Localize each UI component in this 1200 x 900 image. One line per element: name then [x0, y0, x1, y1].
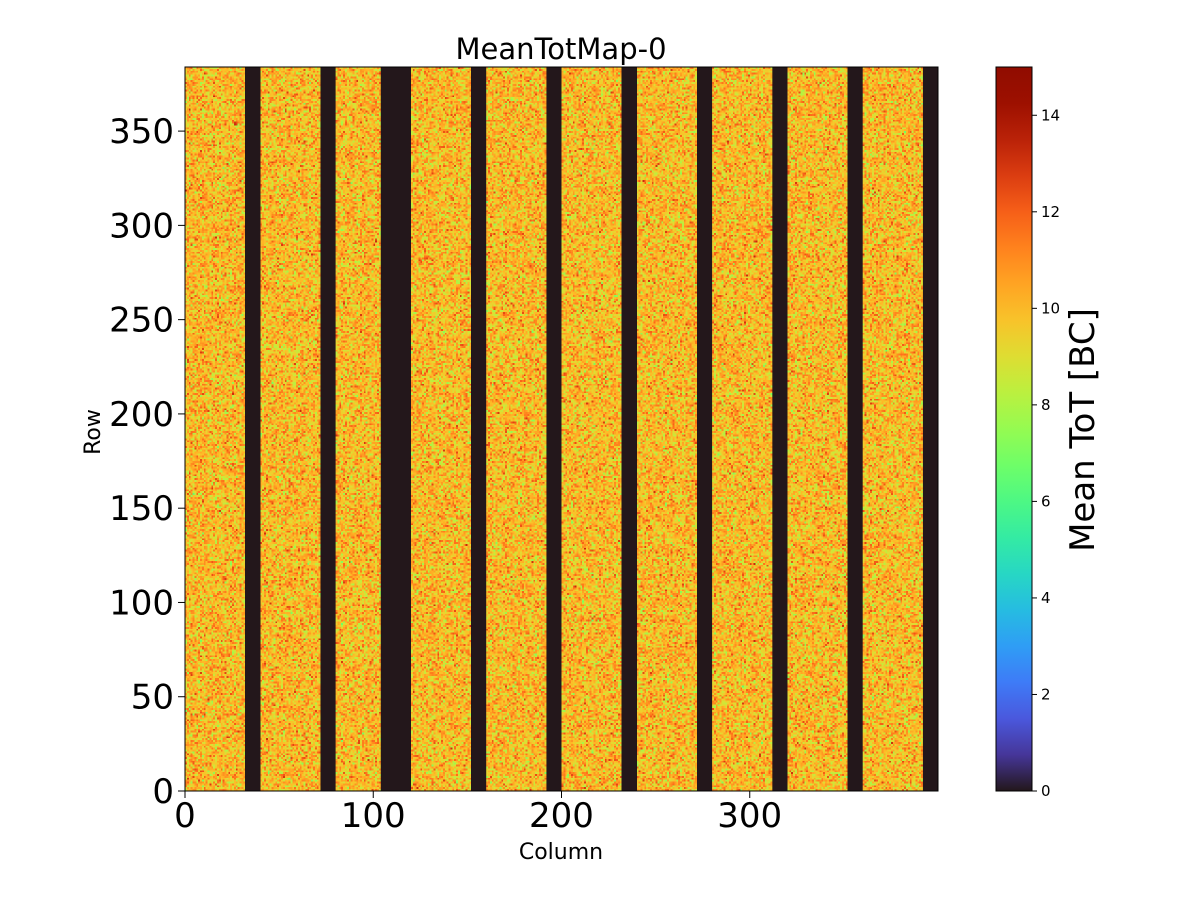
colorbar-tick-label: 6 — [1041, 492, 1051, 510]
y-tick-label: 0 — [152, 772, 174, 812]
colorbar-ticks: 0 2 4 6 8 10 12 14 — [1032, 106, 1060, 800]
zero-column-band-8 — [847, 67, 863, 791]
y-tick-label: 350 — [109, 112, 174, 152]
colorbar-frame — [995, 66, 1033, 792]
x-tick-label: 0 — [174, 796, 196, 836]
x-tick-label: 300 — [717, 796, 782, 836]
colorbar-tick-label: 14 — [1041, 106, 1060, 124]
colorbar: 0 2 4 6 8 10 12 14 Mean ToT [BC] — [995, 66, 1103, 800]
x-axis-label: Column — [519, 840, 603, 865]
colorbar-tick-label: 4 — [1041, 589, 1051, 607]
x-tick-label: 200 — [529, 796, 594, 836]
colorbar-label: Mean ToT [BC] — [1063, 308, 1103, 552]
zero-column-bands — [245, 67, 938, 791]
colorbar-tick-label: 12 — [1041, 203, 1060, 221]
zero-column-band-0 — [245, 67, 261, 791]
colorbar-tick-label: 0 — [1041, 782, 1051, 800]
x-tick-label: 100 — [341, 796, 406, 836]
zero-column-band-3 — [471, 67, 487, 791]
y-axis: 0 50 100 150 200 250 300 350 — [109, 112, 185, 812]
colorbar-tick-label: 2 — [1041, 685, 1051, 703]
y-tick-label: 150 — [109, 489, 174, 529]
chart-title: MeanTotMap-0 — [455, 32, 666, 66]
colorbar-tick-label: 8 — [1041, 396, 1051, 414]
zero-column-band-1 — [320, 67, 336, 791]
y-tick-label: 100 — [109, 583, 174, 623]
y-tick-label: 50 — [131, 678, 174, 718]
y-tick-label: 250 — [109, 301, 174, 341]
y-tick-label: 300 — [109, 206, 174, 246]
zero-column-band-7 — [772, 67, 788, 791]
colorbar-gradient — [996, 67, 1032, 791]
zero-column-band-2 — [380, 67, 411, 791]
colorbar-tick-label: 10 — [1041, 299, 1060, 317]
y-axis-label: Row — [81, 409, 106, 455]
y-tick-label: 200 — [109, 395, 174, 435]
heatmap-plot — [184, 66, 939, 792]
zero-column-band-6 — [697, 67, 713, 791]
x-axis: 0 100 200 300 — [174, 791, 782, 836]
zero-column-band-5 — [621, 67, 637, 791]
zero-column-band-9 — [922, 67, 938, 791]
zero-column-band-4 — [546, 67, 562, 791]
